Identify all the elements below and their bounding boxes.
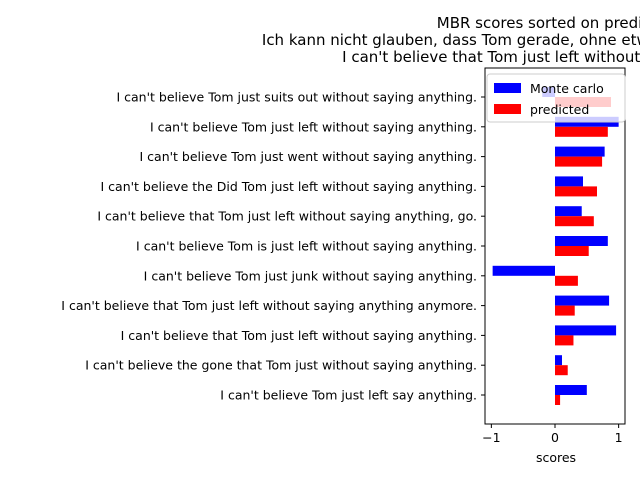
x-tick-label-2: 0 (551, 430, 559, 445)
bar-predicted-6 (555, 246, 589, 256)
chart-title-line-1: MBR scores sorted on predicted (437, 14, 640, 32)
x-tick-label-3: 1 (615, 430, 623, 445)
bar-monte-carlo-6 (555, 236, 608, 246)
y-tick-label-9: I can't believe that Tom just left witho… (121, 328, 477, 343)
legend-frame (486, 73, 626, 123)
legend-swatch-monte-carlo (494, 83, 521, 93)
x-ticks: −1 0 1 (482, 424, 623, 445)
chart-title-line-2: Ich kann nicht glauben, dass Tom gerade,… (262, 31, 640, 49)
x-tick-label-1: −1 (482, 430, 500, 445)
bar-monte-carlo-11 (555, 385, 587, 395)
bar-monte-carlo-7 (492, 265, 555, 276)
bar-predicted-11 (555, 395, 561, 405)
bars-layer (492, 87, 619, 405)
bar-predicted-10 (555, 365, 568, 376)
y-tick-label-5: I can't believe that Tom just left witho… (97, 209, 477, 224)
y-tick-label-4: I can't believe the Did Tom just left wi… (101, 179, 478, 194)
bar-predicted-7 (555, 275, 578, 286)
y-tick-label-3: I can't believe Tom just went without sa… (140, 149, 478, 164)
bar-predicted-8 (555, 305, 575, 316)
bar-predicted-3 (555, 156, 603, 167)
y-tick-label-11: I can't believe Tom just left say anythi… (220, 388, 477, 403)
bar-monte-carlo-10 (555, 355, 562, 366)
legend-swatch-predicted (494, 104, 521, 114)
legend-label-monte-carlo: Monte carlo (530, 81, 604, 96)
y-tick-labels: I can't believe Tom just suits out witho… (61, 90, 485, 403)
y-tick-label-6: I can't believe Tom is just left without… (136, 239, 477, 254)
y-tick-label-8: I can't believe that Tom just left witho… (61, 298, 477, 313)
bar-monte-carlo-8 (555, 295, 610, 306)
bar-monte-carlo-9 (555, 325, 617, 336)
chart-title: MBR scores sorted on predicted Ich kann … (262, 14, 640, 66)
legend: Monte carlo predicted (486, 73, 626, 123)
y-tick-label-2: I can't believe Tom just left without sa… (150, 119, 477, 134)
bar-predicted-9 (555, 335, 574, 346)
y-tick-label-1: I can't believe Tom just suits out witho… (116, 90, 477, 105)
y-tick-label-7: I can't believe Tom just junk without sa… (144, 268, 477, 283)
bar-predicted-5 (555, 216, 594, 227)
bar-predicted-4 (555, 186, 597, 197)
y-tick-label-10: I can't believe the gone that Tom just w… (85, 358, 477, 373)
bar-monte-carlo-3 (555, 146, 605, 157)
bar-predicted-2 (555, 126, 608, 137)
bar-monte-carlo-5 (555, 206, 582, 217)
bar-monte-carlo-4 (555, 176, 583, 187)
x-axis-label: scores (536, 450, 576, 465)
legend-label-predicted: predicted (530, 102, 589, 117)
chart-title-line-3: I can't believe that Tom just left witho… (342, 48, 640, 66)
